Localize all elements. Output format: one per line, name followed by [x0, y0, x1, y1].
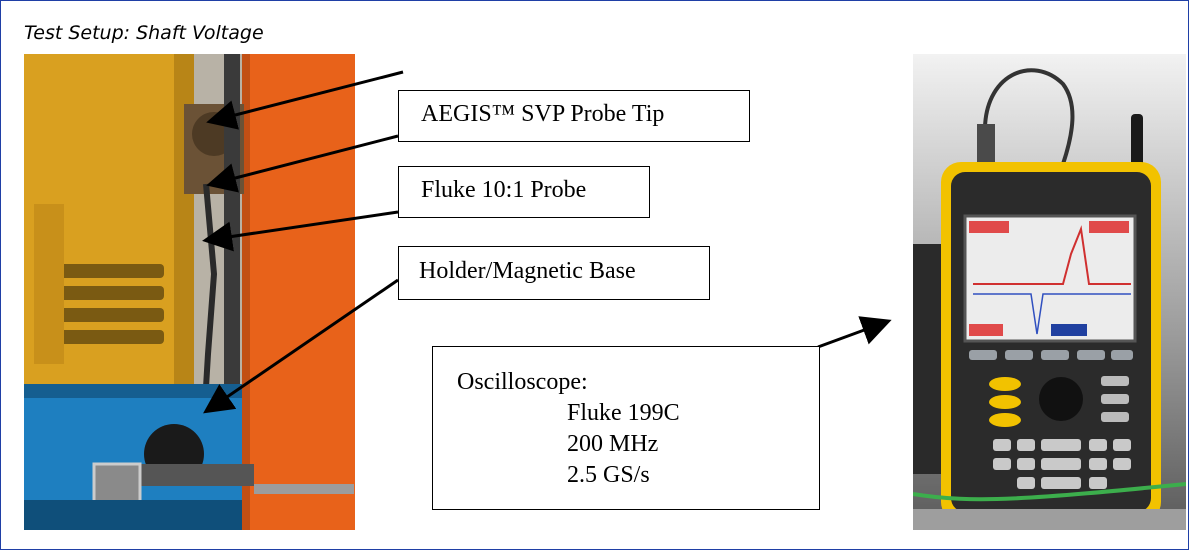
- callout-probe-tip: AEGIS™ SVP Probe Tip: [398, 90, 750, 142]
- callout-fluke-probe-label: Fluke 10:1 Probe: [421, 177, 587, 203]
- callout-holder: Holder/Magnetic Base: [398, 246, 710, 300]
- oscilloscope-model: Fluke 199C: [567, 400, 680, 426]
- arrow-oscilloscope: [817, 316, 892, 349]
- callout-probe-tip-label: AEGIS™ SVP Probe Tip: [421, 101, 665, 127]
- oscilloscope-photo: [913, 54, 1186, 530]
- oscilloscope-bandwidth: 200 MHz: [567, 431, 659, 457]
- arrow-probe-tip: [206, 134, 399, 193]
- motor-setup-photo: [24, 54, 355, 530]
- arrow-holder: [203, 278, 399, 414]
- oscilloscope-heading: Oscilloscope:: [457, 369, 588, 395]
- arrow-shaft: [206, 70, 404, 130]
- oscilloscope-sample-rate: 2.5 GS/s: [567, 462, 650, 488]
- callout-fluke-probe: Fluke 10:1 Probe: [398, 166, 650, 218]
- callout-holder-label: Holder/Magnetic Base: [419, 258, 636, 284]
- callout-oscilloscope: Oscilloscope: Fluke 199C 200 MHz 2.5 GS/…: [432, 346, 820, 510]
- figure-title: Test Setup: Shaft Voltage: [24, 22, 264, 44]
- arrow-fluke-probe: [202, 210, 399, 252]
